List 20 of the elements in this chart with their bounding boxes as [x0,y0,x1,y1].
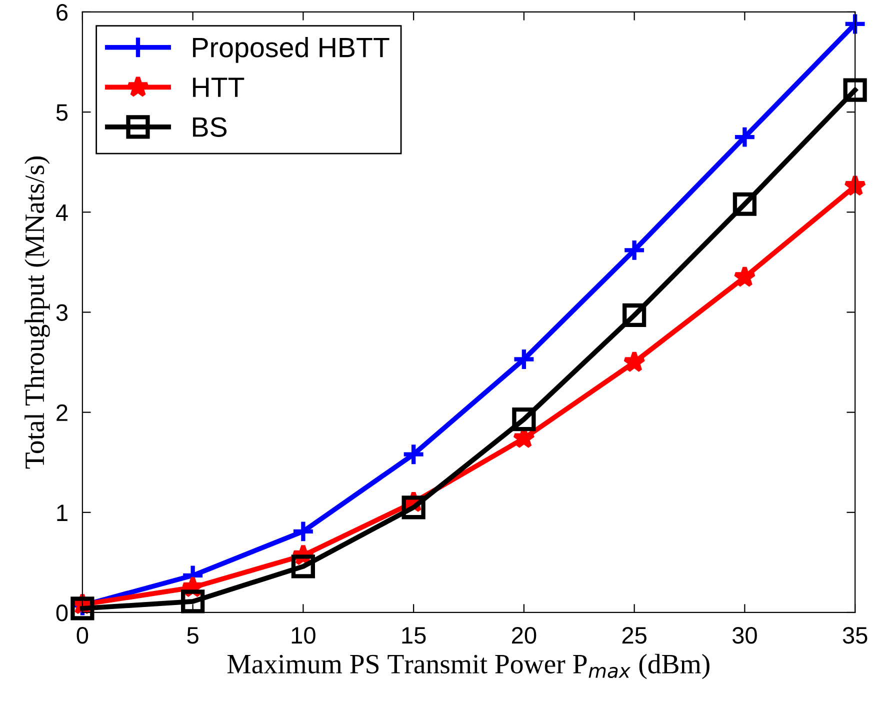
x-tick-label: 25 [622,626,646,644]
y-tick-label: 6 [56,4,68,21]
x-axis-title: Maximum PS Transmit Power P$_{max}$ (dBm) [227,654,710,680]
x-tick-label: 20 [512,626,536,644]
y-tick-label: 0 [56,604,68,622]
x-tick-label: 5 [187,627,198,644]
legend-label: HTT [193,78,244,97]
y-axis-title: Total Throughput (MNats/s) [24,156,50,469]
y-tick-label: 4 [56,204,68,221]
y-tick-label: 5 [56,104,68,121]
legend-label: BS [193,117,227,137]
y-tick-label: 3 [56,304,68,322]
y-tick-label: 1 [57,504,68,521]
legend-label: Proposed HBTT [193,36,390,63]
x-tick-label: 30 [732,626,757,644]
x-tick-label: 15 [402,627,426,644]
x-tick-label: 0 [76,626,88,644]
x-tick-label: 35 [842,626,868,644]
y-tick-label: 2 [56,404,68,421]
x-tick-label: 10 [292,626,316,644]
